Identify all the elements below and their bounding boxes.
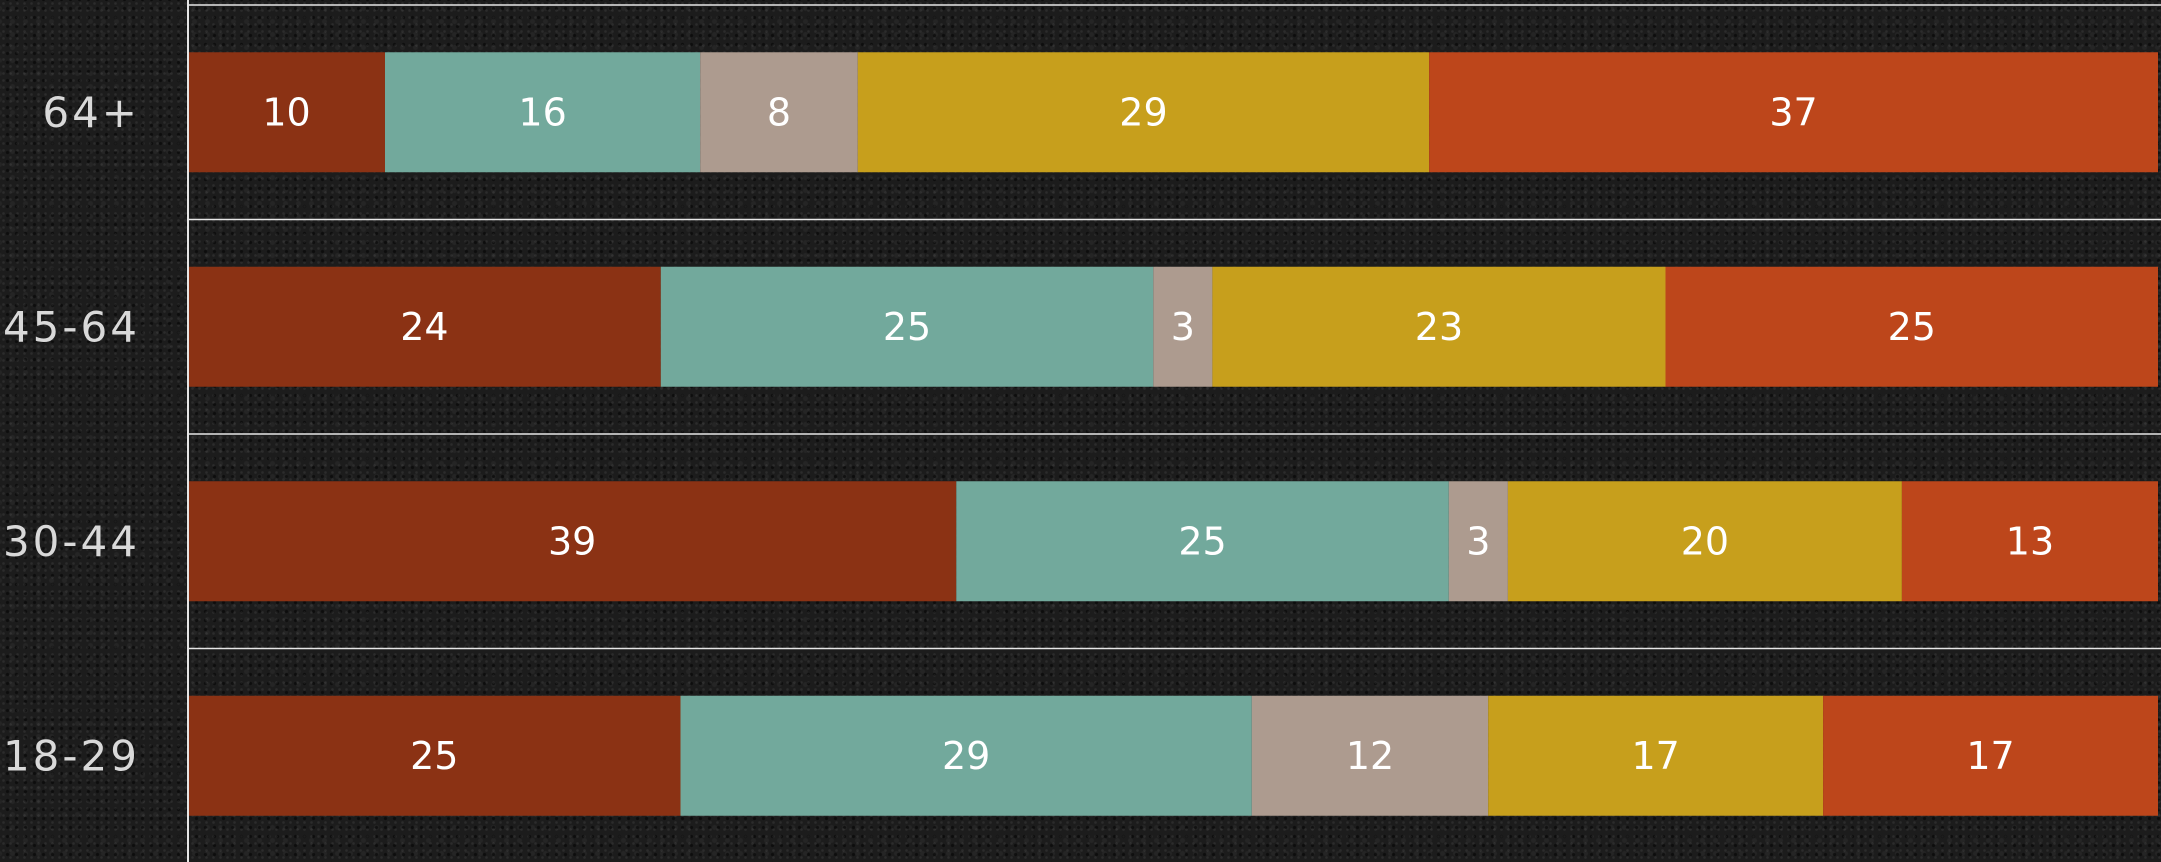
data-label: 17 [1966, 734, 2014, 778]
data-label: 16 [518, 90, 566, 134]
data-label: 29 [942, 734, 990, 778]
bar-segment [1901, 481, 2158, 602]
bar-segment [1429, 52, 2158, 173]
category-label: 30-44 [3, 517, 140, 566]
bar-segment [1448, 481, 1508, 602]
bar-segment [1212, 266, 1666, 387]
bar-segment [385, 52, 701, 173]
data-label: 3 [1466, 519, 1490, 563]
bar-segment [1251, 695, 1489, 816]
bar-segment [1823, 695, 2158, 816]
bar-segments [188, 52, 2158, 816]
data-label: 10 [262, 90, 310, 134]
category-label: 45-64 [3, 302, 140, 351]
data-label: 37 [1769, 90, 1817, 134]
data-label: 25 [410, 734, 458, 778]
bar-segment [680, 695, 1252, 816]
data-label: 25 [1178, 519, 1226, 563]
bar-segment [188, 695, 681, 816]
bar-segment [956, 481, 1449, 602]
data-label: 12 [1346, 734, 1394, 778]
data-label: 25 [1888, 305, 1936, 349]
gridlines [188, 4, 2161, 650]
bar-segment [188, 481, 957, 602]
data-label: 13 [2006, 519, 2054, 563]
data-labels: 10 16 8 29 37 24 25 3 23 25 39 25 3 20 13 25 29 12 17 17 [262, 90, 2054, 778]
bar-segment [857, 52, 1430, 173]
bar-segment [188, 52, 385, 173]
category-labels: 64+ 45-64 30-44 18-29 [3, 88, 140, 781]
bar-segment [700, 52, 858, 173]
data-label: 8 [767, 90, 791, 134]
data-label: 25 [883, 305, 931, 349]
data-label: 24 [400, 305, 448, 349]
category-label: 18-29 [3, 731, 140, 780]
bar-segment [660, 266, 1154, 387]
bar-segment [1507, 481, 1902, 602]
data-label: 20 [1681, 519, 1729, 563]
data-label: 23 [1415, 305, 1463, 349]
data-label: 39 [548, 519, 596, 563]
data-label: 3 [1171, 305, 1195, 349]
data-label: 17 [1631, 734, 1679, 778]
data-label: 29 [1119, 90, 1167, 134]
bar-segment [1488, 695, 1824, 816]
bar-segment [1665, 266, 2158, 387]
bar-segment [188, 266, 661, 387]
bar-segment [1153, 266, 1213, 387]
category-label: 64+ [42, 88, 140, 137]
